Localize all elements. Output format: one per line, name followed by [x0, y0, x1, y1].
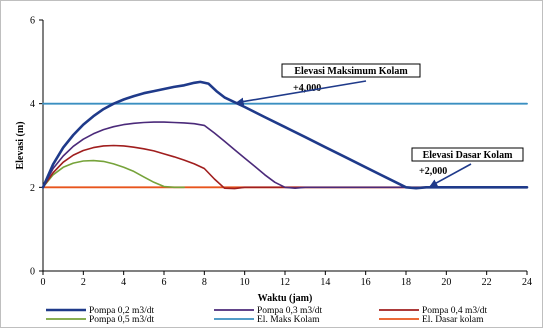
y-axis-title: Elevasi (m) — [15, 121, 26, 169]
series-line — [41, 80, 529, 190]
series-pompa-0-2-m3-dt — [41, 80, 529, 190]
x-tick-label: 6 — [162, 277, 167, 288]
legend-label: El. Dasar kolam — [422, 315, 484, 325]
series-pompa-0-3-m3-dt — [42, 121, 528, 189]
x-tick-label: 22 — [482, 277, 492, 288]
x-axis-title: Waktu (jam) — [258, 293, 313, 304]
annotation-max-elevation: Elevasi Maksimum Kolam +4,000 — [235, 63, 421, 106]
annotation-title: Elevasi Maksimum Kolam — [294, 66, 408, 77]
legend-label: El. Maks Kolam — [257, 315, 320, 325]
legend-label: Pompa 0,4 m3/dt — [422, 306, 488, 316]
legend-label: Pompa 0,3 m3/dt — [257, 306, 323, 316]
legend-label: Pompa 0,5 m3/dt — [89, 315, 155, 325]
legend-item: Pompa 0,4 m3/dt — [379, 306, 488, 316]
x-tick-label: 18 — [401, 277, 411, 288]
x-tick-label: 24 — [522, 277, 532, 288]
x-tick-label: 4 — [121, 277, 126, 288]
y-tick-label: 6 — [30, 16, 35, 27]
x-tick-label: 14 — [320, 277, 330, 288]
series-line — [42, 159, 185, 189]
legend-item: El. Dasar kolam — [379, 315, 484, 325]
series-layer — [41, 80, 529, 190]
x-tick-label: 16 — [361, 277, 371, 288]
y-tick-label: 2 — [30, 183, 35, 194]
annotation-box — [281, 63, 421, 78]
legend-item: Pompa 0,3 m3/dt — [214, 306, 323, 316]
y-tick-label: 4 — [30, 99, 35, 110]
annotation-title: Elevasi Dasar Kolam — [423, 150, 513, 161]
legend: Pompa 0,2 m3/dt Pompa 0,3 m3/dt Pompa 0,4 … — [46, 306, 488, 325]
series-pompa-0-5-m3-dt — [42, 159, 185, 189]
annotation-value: +4,000 — [293, 83, 321, 94]
legend-item: Pompa 0,2 m3/dt — [46, 306, 155, 316]
series-line — [42, 121, 528, 189]
annotation-arrow — [235, 80, 367, 106]
annotation-layer: Elevasi Maksimum Kolam +4,000 Elevasi Dasa… — [235, 63, 524, 188]
annotation-arrow — [429, 163, 472, 188]
x-tick-label: 12 — [280, 277, 290, 288]
x-tick-label: 8 — [202, 277, 207, 288]
series-pompa-0-4-m3-dt — [42, 144, 528, 190]
annotation-value: +2,000 — [419, 166, 447, 177]
x-tick-label: 10 — [240, 277, 250, 288]
x-tick-label: 0 — [41, 277, 46, 288]
legend-label: Pompa 0,2 m3/dt — [89, 306, 155, 316]
annotation-box — [411, 147, 524, 162]
annotation-base-elevation: Elevasi Dasar Kolam +2,000 — [411, 147, 524, 188]
x-tick-label: 2 — [81, 277, 86, 288]
legend-item: El. Maks Kolam — [214, 315, 320, 325]
series-line — [42, 144, 528, 190]
y-tick-label: 0 — [30, 267, 35, 278]
legend-item: Pompa 0,5 m3/dt — [46, 315, 155, 325]
x-tick-label: 20 — [441, 277, 451, 288]
